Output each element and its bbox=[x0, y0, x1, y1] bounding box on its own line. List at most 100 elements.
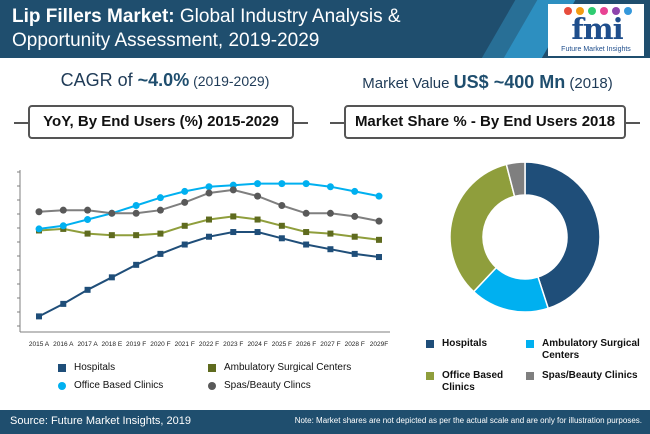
data-point bbox=[84, 286, 91, 293]
data-point bbox=[59, 206, 67, 214]
title-bold: Lip Fillers Market: bbox=[12, 6, 175, 27]
data-point bbox=[108, 209, 116, 217]
cagr-value: ~4.0% bbox=[137, 70, 190, 90]
line-legend: Hospitals Ambulatory Surgical Centers Of… bbox=[58, 362, 398, 402]
legend-marker-ambulatory bbox=[526, 340, 534, 348]
data-point bbox=[326, 183, 334, 191]
data-point bbox=[84, 216, 92, 224]
legend-label: Hospitals bbox=[74, 362, 116, 373]
data-point bbox=[36, 313, 42, 320]
data-point bbox=[108, 274, 115, 281]
legend-label: Ambulatory Surgical Centers bbox=[224, 362, 352, 373]
data-point bbox=[60, 300, 67, 307]
market-year: (2018) bbox=[565, 75, 613, 92]
data-point bbox=[205, 189, 213, 197]
donut-slice bbox=[524, 161, 601, 310]
x-tick-label: 2028 F bbox=[345, 341, 365, 348]
data-point bbox=[254, 180, 262, 188]
legend-marker-office bbox=[58, 382, 66, 390]
footer-bar: Source: Future Market Insights, 2019 Not… bbox=[0, 410, 650, 434]
data-point bbox=[230, 229, 237, 236]
data-point bbox=[206, 233, 212, 240]
x-tick-label: 2017 A bbox=[77, 341, 98, 348]
cagr-prefix: CAGR of bbox=[60, 70, 138, 90]
line-chart: 2015 A 2016 A 2017 A 2018 E 2019 F 2020 F 2021… bbox=[17, 170, 390, 348]
data-point bbox=[278, 235, 285, 242]
data-point bbox=[278, 222, 285, 229]
data-point bbox=[132, 209, 140, 217]
logo-subtitle: Future Market Insights bbox=[561, 46, 631, 53]
x-tick-label: 2015 A bbox=[29, 341, 50, 348]
data-point bbox=[376, 254, 382, 261]
data-point bbox=[375, 192, 383, 200]
data-point bbox=[351, 250, 358, 257]
legend-marker-hospitals bbox=[58, 364, 66, 372]
data-point bbox=[205, 183, 213, 191]
data-point bbox=[278, 180, 286, 188]
donut-slice bbox=[449, 163, 516, 293]
donut-chart-subtitle: Market Share % - By End Users 2018 bbox=[330, 105, 640, 139]
data-point bbox=[156, 194, 164, 202]
data-point bbox=[375, 217, 383, 225]
data-point bbox=[230, 213, 237, 220]
data-point bbox=[181, 241, 188, 248]
data-point bbox=[303, 241, 310, 248]
x-tick-label: 2026 F bbox=[296, 341, 316, 348]
x-tick-label: 2021 F bbox=[175, 341, 195, 348]
x-tick-label: 2022 F bbox=[199, 341, 219, 348]
logo-mark: fmi bbox=[571, 12, 623, 46]
data-point bbox=[376, 236, 382, 243]
data-point bbox=[132, 201, 140, 209]
x-tick-label: 2018 E bbox=[102, 341, 123, 348]
data-point bbox=[108, 232, 115, 239]
data-point bbox=[326, 209, 334, 217]
data-point bbox=[157, 250, 164, 257]
donut-slice bbox=[505, 161, 526, 198]
data-point bbox=[156, 206, 164, 214]
legend-label: Office Based Clinics bbox=[442, 370, 504, 393]
data-point bbox=[254, 216, 261, 223]
x-tick-label: 2029F bbox=[370, 341, 388, 348]
market-value-stat: Market Value US$ ~400 Mn (2018) bbox=[335, 72, 640, 93]
data-point bbox=[133, 261, 140, 268]
market-prefix: Market Value bbox=[362, 75, 454, 92]
legend-label: Office Based Clinics bbox=[74, 380, 164, 391]
legend-label: Spas/Beauty Clincs bbox=[224, 380, 311, 391]
x-tick-label: 2024 F bbox=[247, 341, 267, 348]
note-text: Note: Market shares are not depicted as … bbox=[294, 416, 642, 425]
data-point bbox=[206, 216, 212, 223]
data-point bbox=[254, 229, 261, 236]
market-value: US$ ~400 Mn bbox=[453, 72, 566, 92]
data-point bbox=[302, 209, 310, 217]
data-point bbox=[351, 187, 359, 195]
data-point bbox=[181, 187, 189, 195]
legend-label: Spas/Beauty Clinics bbox=[542, 370, 638, 381]
data-point bbox=[59, 222, 67, 230]
line-chart-subtitle: YoY, By End Users (%) 2015-2029 bbox=[14, 105, 308, 139]
legend-marker-office bbox=[426, 372, 434, 380]
data-point bbox=[327, 246, 334, 253]
x-tick-label: 2020 F bbox=[150, 341, 170, 348]
legend-marker-spas bbox=[526, 372, 534, 380]
cagr-period: (2019-2029) bbox=[189, 73, 270, 89]
x-tick-label: 2019 F bbox=[126, 341, 146, 348]
data-point bbox=[302, 180, 310, 188]
donut-chart bbox=[449, 161, 601, 313]
cagr-stat: CAGR of ~4.0% (2019-2029) bbox=[20, 70, 310, 91]
data-point bbox=[254, 192, 262, 200]
data-point bbox=[229, 186, 237, 194]
x-tick-label: 2025 F bbox=[272, 341, 292, 348]
legend-marker-spas bbox=[208, 382, 216, 390]
data-point bbox=[157, 230, 164, 237]
x-tick-label: 2016 A bbox=[53, 341, 74, 348]
source-text: Source: Future Market Insights, 2019 bbox=[10, 415, 191, 427]
data-point bbox=[351, 212, 359, 220]
logo-dots-icon bbox=[564, 7, 634, 17]
series-line bbox=[38, 231, 380, 318]
data-point bbox=[181, 198, 189, 206]
data-point bbox=[84, 206, 92, 214]
data-point bbox=[181, 222, 188, 229]
legend-marker-ambulatory bbox=[208, 364, 216, 372]
data-point bbox=[327, 230, 334, 237]
data-point bbox=[303, 229, 310, 236]
